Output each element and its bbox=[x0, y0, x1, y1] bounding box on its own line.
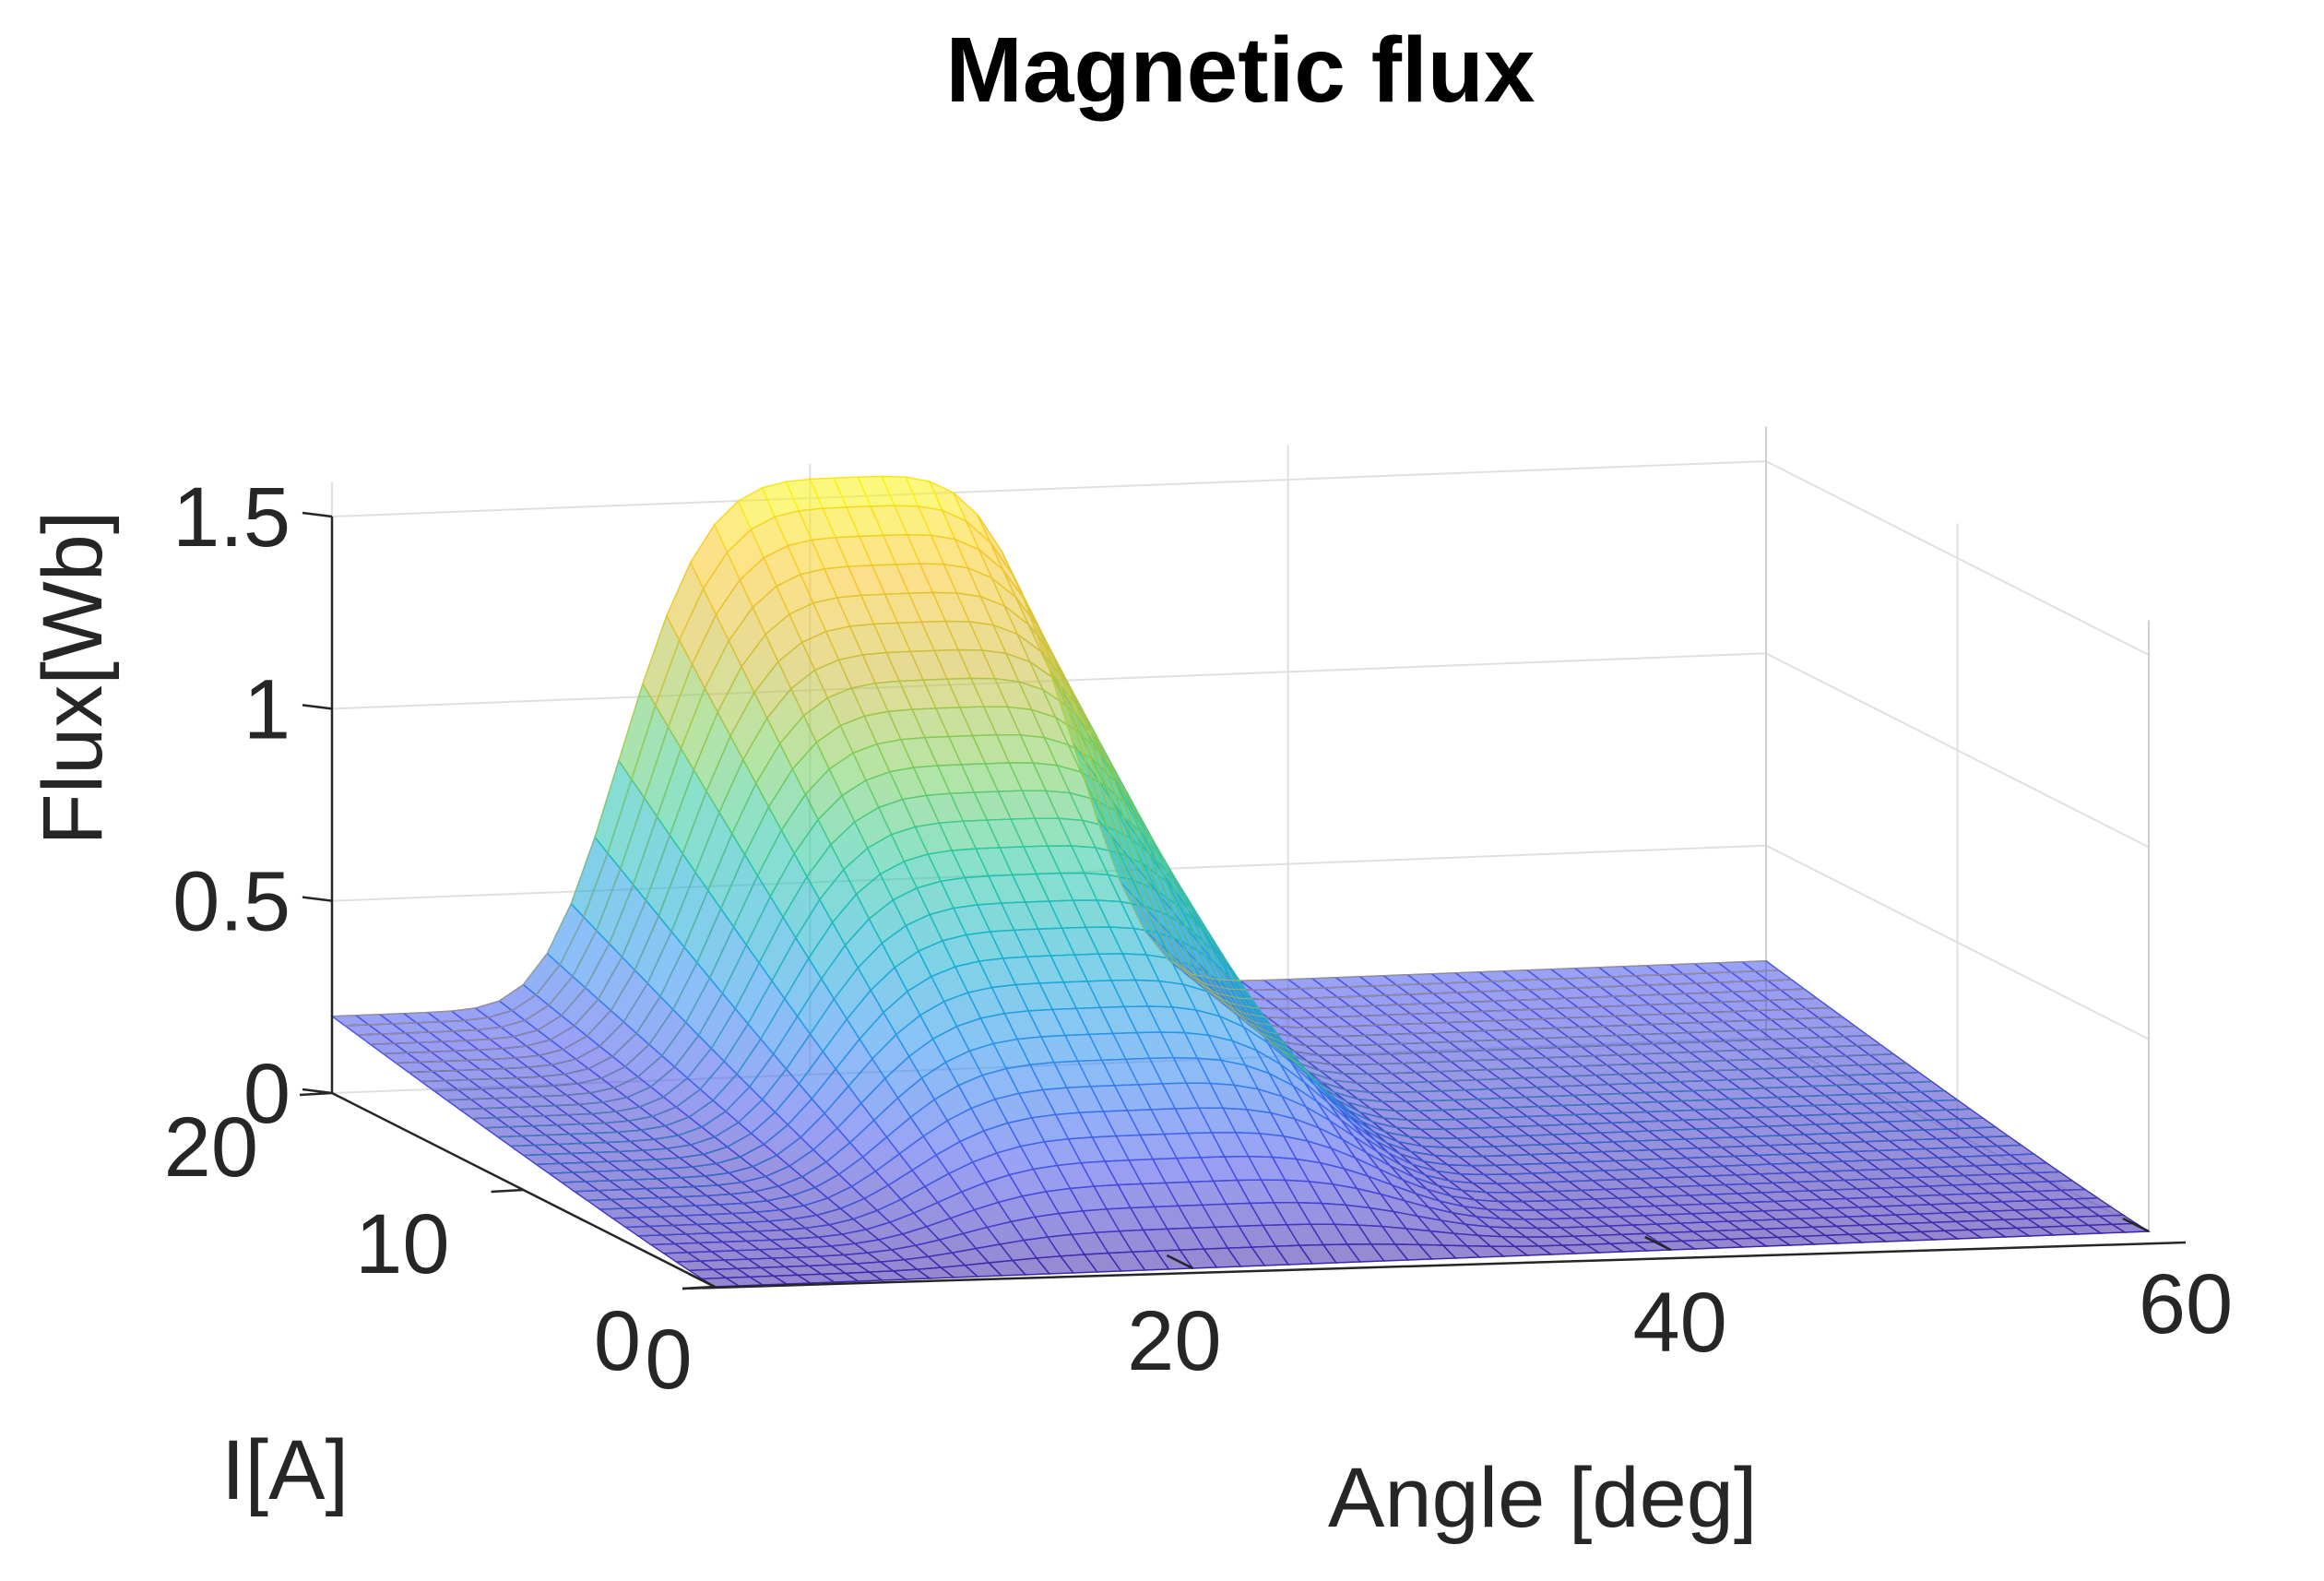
mesh-line bbox=[433, 706, 1868, 1092]
z-tick-mark bbox=[302, 704, 333, 710]
mesh-line bbox=[702, 1222, 2137, 1279]
y-tick-mark bbox=[491, 1188, 524, 1194]
z-axis-label: Flux[Wb] bbox=[26, 511, 120, 846]
z-tick-label: 0.5 bbox=[172, 855, 290, 949]
y-tick-mark bbox=[682, 1285, 716, 1290]
mesh-line bbox=[599, 1057, 2034, 1210]
x-tick-mark bbox=[688, 1272, 716, 1289]
mesh-line bbox=[587, 1031, 2022, 1201]
y-axis-label: I[A] bbox=[221, 1423, 349, 1517]
mesh-line bbox=[421, 677, 1856, 1083]
mesh-line bbox=[472, 790, 1907, 1120]
mesh-line bbox=[689, 1214, 2124, 1271]
z-gridline bbox=[331, 459, 2150, 656]
mesh-line bbox=[446, 733, 1881, 1101]
z-tick-mark bbox=[302, 511, 333, 518]
mesh-line bbox=[396, 620, 1831, 1064]
mesh-line bbox=[484, 817, 1920, 1129]
mesh-line bbox=[497, 845, 1932, 1138]
mesh-line bbox=[714, 1230, 2150, 1288]
z-tick-label: 1.5 bbox=[172, 470, 290, 565]
mesh-line bbox=[383, 591, 1818, 1054]
x-tick-mark bbox=[1644, 1235, 1672, 1252]
mesh-line bbox=[561, 979, 1997, 1183]
mesh-line bbox=[408, 648, 1844, 1074]
z-tick-mark bbox=[302, 896, 333, 902]
mesh-line bbox=[331, 475, 1767, 1017]
z-tick-mark bbox=[302, 1088, 333, 1095]
x-tick-label: 40 bbox=[1632, 1276, 1726, 1370]
mesh-line bbox=[612, 1082, 2047, 1219]
mesh-line bbox=[370, 563, 1805, 1045]
mesh-line bbox=[676, 1202, 2111, 1263]
x-tick-mark bbox=[2122, 1217, 2150, 1233]
y-tick-label: 20 bbox=[164, 1100, 258, 1195]
mesh-line bbox=[459, 762, 1894, 1111]
x-axis-label: Angle [deg] bbox=[1328, 1451, 1757, 1545]
chart-title: Magnetic flux bbox=[946, 18, 1536, 122]
mesh-line bbox=[574, 1005, 2009, 1193]
z-tick-label: 1 bbox=[243, 662, 290, 756]
x-tick-label: 60 bbox=[2139, 1257, 2233, 1351]
x-tick-label: 20 bbox=[1127, 1294, 1221, 1388]
mesh-line bbox=[637, 1132, 2073, 1237]
mesh-line bbox=[663, 1179, 2098, 1254]
z-tick-label: 0 bbox=[243, 1047, 290, 1141]
mesh-line bbox=[357, 534, 1792, 1036]
y-tick-label: 10 bbox=[355, 1197, 449, 1291]
y-tick-label: 0 bbox=[594, 1294, 641, 1388]
mesh-line bbox=[625, 1107, 2060, 1228]
mesh-line bbox=[344, 505, 1779, 1027]
x-tick-mark bbox=[1166, 1254, 1193, 1270]
x-tick-label: 0 bbox=[645, 1313, 692, 1407]
x-axis-line bbox=[682, 1241, 2187, 1290]
surface-mesh bbox=[329, 475, 2152, 1288]
mesh-line bbox=[650, 1156, 2085, 1245]
